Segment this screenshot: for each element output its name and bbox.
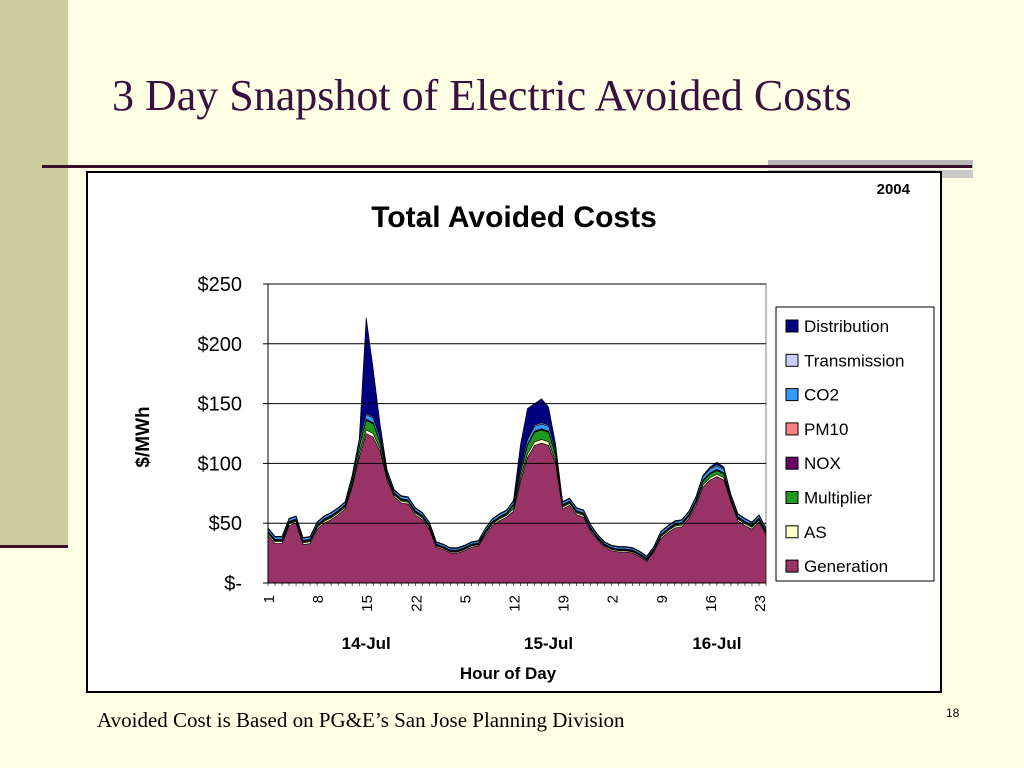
chart-frame: Total Avoided Costs 2004 $250 $200 $150 $10… [86, 171, 942, 693]
left-accent-bar [0, 0, 68, 546]
legend-swatch [785, 319, 799, 333]
legend-label: PM10 [804, 420, 848, 439]
x-tick-label: 8 [310, 595, 327, 603]
chart-title: Total Avoided Costs [371, 201, 657, 234]
legend-swatch [785, 422, 799, 436]
chart-legend: Distribution Transmission CO2 PM10 NOX Multip… [775, 306, 935, 582]
legend-box [775, 306, 935, 582]
y-axis-label: $/MWh [133, 406, 154, 467]
x-tick-label: 1 [261, 595, 278, 603]
x-axis: 1 8 15 22 5 12 19 2 9 16 23 14-Jul 15-Jul 16-Jul [261, 582, 769, 653]
x-tick-label: 15 [359, 595, 376, 612]
legend-swatch [785, 491, 799, 504]
legend-label: CO2 [804, 386, 839, 405]
x-axis-label: Hour of Day [460, 664, 557, 683]
x-tick-label: 22 [408, 595, 425, 612]
x-day-label: 16-Jul [692, 634, 741, 653]
y-tick-label: $250 [198, 274, 243, 296]
legend-swatch [785, 525, 799, 539]
title-divider [42, 165, 972, 168]
legend-label: Generation [804, 557, 888, 576]
legend-label: NOX [804, 454, 841, 473]
legend-label: AS [804, 523, 827, 542]
x-tick-label: 19 [556, 595, 573, 612]
y-tick-label: $- [224, 573, 242, 595]
legend-swatch [785, 353, 799, 367]
x-tick-label: 9 [654, 595, 671, 603]
avoided-costs-chart: Total Avoided Costs 2004 $250 $200 $150 $10… [133, 181, 935, 683]
x-tick-label: 5 [457, 595, 474, 603]
legend-label: Distribution [804, 317, 889, 336]
decorative-bar [768, 160, 973, 168]
slide-title: 3 Day Snapshot of Electric Avoided Costs [112, 71, 852, 120]
x-tick-label: 16 [703, 595, 720, 612]
x-tick-label: 2 [605, 595, 622, 603]
slide-number: 18 [946, 706, 960, 720]
legend-label: Multiplier [804, 489, 872, 508]
legend-swatch [785, 559, 799, 573]
y-tick-label: $150 [198, 394, 243, 416]
y-tick-label: $100 [198, 453, 243, 475]
y-axis: $250 $200 $150 $100 $50 $- [198, 274, 269, 595]
gridlines [268, 283, 766, 524]
y-tick-label: $200 [198, 334, 243, 356]
left-accent-rule [0, 545, 68, 548]
legend-label: Transmission [804, 351, 904, 370]
y-tick-label: $50 [209, 513, 242, 535]
stacked-areas [267, 317, 767, 584]
x-day-label: 14-Jul [342, 634, 391, 653]
x-tick-label: 23 [752, 595, 769, 612]
chart-year-label: 2004 [877, 181, 911, 198]
legend-swatch [785, 456, 799, 470]
series-area-distribution [267, 317, 767, 557]
x-day-label: 15-Jul [524, 634, 573, 653]
slide-footer: Avoided Cost is Based on PG&E’s San Jose… [97, 708, 625, 732]
legend-swatch [785, 388, 799, 402]
x-tick-label: 12 [506, 595, 523, 612]
